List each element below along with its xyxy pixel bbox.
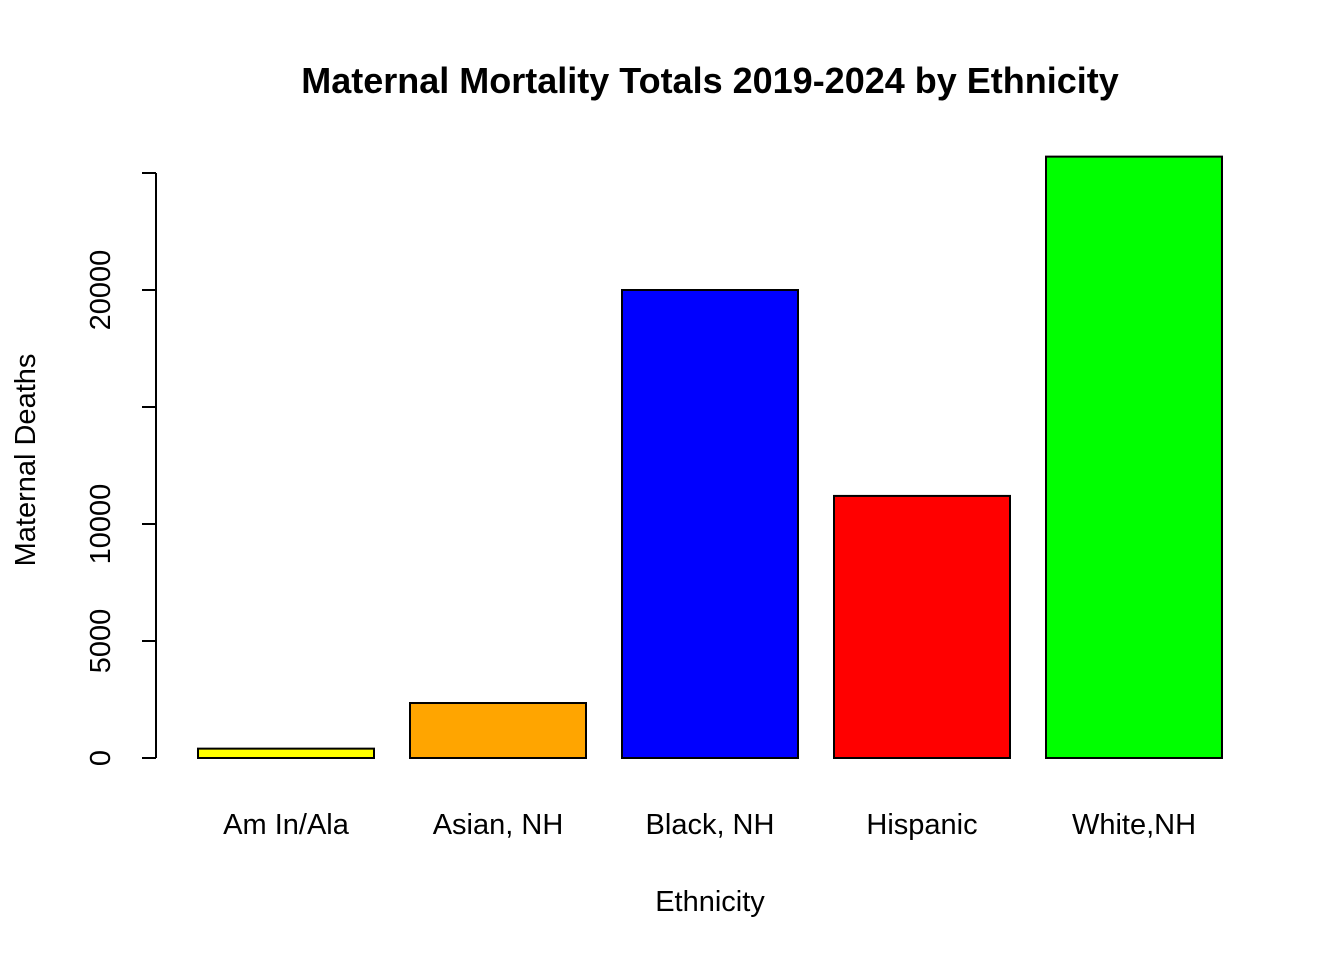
y-axis: 0 5000 10000 20000 — [85, 172, 157, 766]
x-category-label: Black, NH — [646, 809, 775, 841]
category-labels: Am In/Ala Asian, NH Black, NH Hispanic White… — [223, 809, 1196, 841]
y-axis-label: Maternal Deaths — [10, 354, 42, 567]
x-category-label: Asian, NH — [433, 809, 564, 841]
y-tick-label: 0 — [85, 750, 117, 766]
y-ticks: 0 5000 10000 20000 — [85, 172, 156, 766]
bar — [833, 494, 1011, 759]
y-tick-label: 10000 — [85, 484, 117, 565]
y-tick-label: 5000 — [85, 609, 117, 674]
bar — [621, 289, 799, 759]
bars — [197, 155, 1223, 760]
x-category-label: White,NH — [1072, 809, 1196, 841]
bar — [409, 702, 587, 760]
chart-title: Maternal Mortality Totals 2019-2024 by E… — [301, 60, 1119, 101]
bar — [197, 747, 375, 760]
x-axis-label: Ethnicity — [655, 886, 765, 918]
bar — [1045, 155, 1223, 759]
x-category-label: Hispanic — [866, 809, 977, 841]
x-category-label: Am In/Ala — [223, 809, 350, 841]
y-tick-label: 20000 — [85, 250, 117, 331]
